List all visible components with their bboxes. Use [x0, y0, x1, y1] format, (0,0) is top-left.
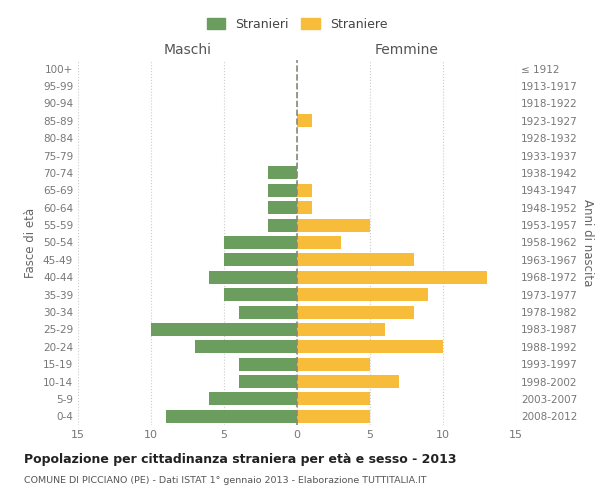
- Bar: [224, 236, 297, 249]
- Bar: [224, 288, 297, 301]
- Text: Maschi: Maschi: [163, 42, 212, 56]
- Text: Femmine: Femmine: [374, 42, 439, 56]
- Bar: [209, 392, 297, 406]
- Bar: [297, 375, 399, 388]
- Bar: [239, 306, 297, 318]
- Bar: [297, 392, 370, 406]
- Text: Popolazione per cittadinanza straniera per età e sesso - 2013: Popolazione per cittadinanza straniera p…: [24, 452, 457, 466]
- Bar: [268, 218, 297, 232]
- Bar: [297, 218, 370, 232]
- Bar: [224, 254, 297, 266]
- Bar: [297, 306, 414, 318]
- Bar: [195, 340, 297, 353]
- Bar: [297, 236, 341, 249]
- Bar: [297, 201, 311, 214]
- Bar: [297, 270, 487, 284]
- Bar: [297, 410, 370, 423]
- Bar: [297, 323, 385, 336]
- Bar: [239, 375, 297, 388]
- Bar: [297, 288, 428, 301]
- Y-axis label: Anni di nascita: Anni di nascita: [581, 199, 594, 286]
- Bar: [151, 323, 297, 336]
- Bar: [297, 184, 311, 197]
- Bar: [268, 166, 297, 179]
- Bar: [166, 410, 297, 423]
- Bar: [297, 114, 311, 128]
- Bar: [297, 340, 443, 353]
- Bar: [297, 358, 370, 370]
- Bar: [209, 270, 297, 284]
- Bar: [297, 254, 414, 266]
- Bar: [239, 358, 297, 370]
- Legend: Stranieri, Straniere: Stranieri, Straniere: [202, 12, 392, 36]
- Y-axis label: Fasce di età: Fasce di età: [25, 208, 37, 278]
- Bar: [268, 201, 297, 214]
- Text: COMUNE DI PICCIANO (PE) - Dati ISTAT 1° gennaio 2013 - Elaborazione TUTTITALIA.I: COMUNE DI PICCIANO (PE) - Dati ISTAT 1° …: [24, 476, 427, 485]
- Bar: [268, 184, 297, 197]
